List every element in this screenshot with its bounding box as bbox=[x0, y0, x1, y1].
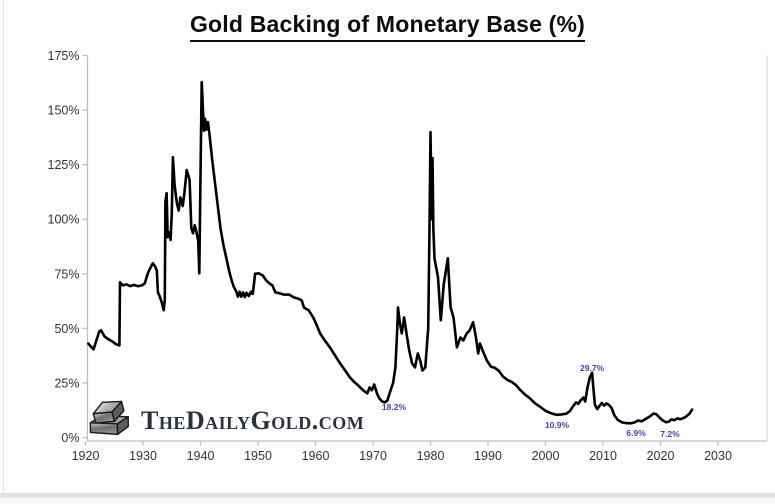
y-tick-label: 25% bbox=[54, 376, 79, 390]
page-bottom-margin bbox=[0, 498, 775, 504]
x-tick-label: 1940 bbox=[187, 449, 215, 463]
y-tick-label: 75% bbox=[54, 267, 79, 281]
x-tick-label: 1920 bbox=[72, 449, 100, 463]
annotation-label: 7.2% bbox=[660, 429, 680, 439]
gold-bars-icon bbox=[84, 396, 136, 445]
logo-text: TheDailyGold.com bbox=[141, 405, 365, 435]
x-tick-label: 2030 bbox=[704, 449, 732, 463]
page-bottom-border bbox=[0, 493, 775, 498]
annotation-label: 10.9% bbox=[545, 420, 570, 430]
x-tick-label: 1990 bbox=[474, 449, 502, 463]
x-tick-label: 2020 bbox=[647, 449, 675, 463]
x-tick-label: 1950 bbox=[244, 449, 272, 463]
data-line bbox=[87, 80, 694, 425]
annotation-label: 6.9% bbox=[626, 428, 646, 438]
annotation-label: 18.2% bbox=[382, 402, 407, 412]
y-tick-label: 125% bbox=[48, 158, 80, 172]
page-left-border bbox=[3, 0, 4, 498]
y-tick-label: 175% bbox=[48, 49, 80, 63]
x-tick-label: 1970 bbox=[359, 449, 387, 463]
chart-title: Gold Backing of Monetary Base (%) bbox=[0, 11, 775, 42]
x-tick-label: 2010 bbox=[589, 449, 617, 463]
x-tick-label: 1980 bbox=[417, 449, 445, 463]
x-tick-label: 1930 bbox=[129, 449, 157, 463]
x-tick-label: 2000 bbox=[532, 449, 560, 463]
x-tick-label: 1960 bbox=[302, 449, 330, 463]
annotation-label: 29.7% bbox=[580, 363, 605, 373]
y-tick-label: 0% bbox=[61, 431, 79, 445]
chart-title-text: Gold Backing of Monetary Base (%) bbox=[189, 11, 586, 42]
y-tick-label: 150% bbox=[48, 104, 80, 118]
y-tick-label: 100% bbox=[48, 213, 80, 227]
site-logo: TheDailyGold.com bbox=[84, 396, 364, 445]
y-tick-label: 50% bbox=[54, 322, 79, 336]
